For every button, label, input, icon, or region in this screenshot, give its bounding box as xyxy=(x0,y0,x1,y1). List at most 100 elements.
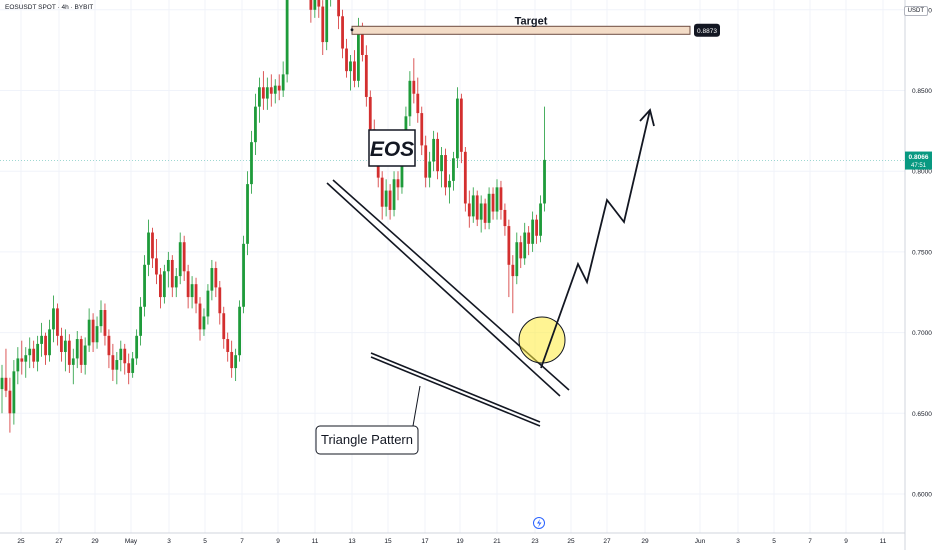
current-price-value: 0.8066 xyxy=(909,154,929,161)
candle-body xyxy=(491,193,495,212)
price-tick-label: 0.8000 xyxy=(912,169,932,176)
candle-body xyxy=(432,138,436,162)
price-tick-label: 0.7500 xyxy=(912,249,932,256)
candle-body xyxy=(269,87,273,94)
candle-body xyxy=(234,355,238,369)
candle-body xyxy=(515,242,519,277)
candle-body xyxy=(36,343,40,362)
candle-body xyxy=(388,190,392,210)
time-tick-label: 25 xyxy=(17,538,25,545)
candle-body xyxy=(246,184,249,244)
lower-trendline-a xyxy=(370,352,541,423)
candle-body xyxy=(250,142,253,185)
time-tick-label: 27 xyxy=(603,538,611,545)
breakout-highlight-circle xyxy=(518,316,566,364)
upper-trendline-a xyxy=(326,182,561,397)
candle-body xyxy=(396,179,400,188)
triangle-pattern-callout: Triangle Pattern xyxy=(315,385,421,455)
eos-title-text: EOS xyxy=(370,138,414,161)
time-tick-label: 29 xyxy=(91,538,99,545)
candle-body xyxy=(20,358,24,362)
candle-body xyxy=(436,138,439,172)
time-tick-label: 9 xyxy=(844,538,848,545)
candle-body xyxy=(147,232,150,265)
candle-body xyxy=(261,87,265,99)
candle-body xyxy=(28,348,32,356)
candle-body xyxy=(155,258,158,275)
candle-body xyxy=(119,348,123,361)
candle-body xyxy=(210,268,214,291)
candle-body xyxy=(420,113,424,146)
candle-body xyxy=(341,16,344,49)
candle-body xyxy=(238,306,241,356)
candle-body xyxy=(254,106,257,143)
candle-body xyxy=(111,355,115,370)
candle-body xyxy=(242,243,245,307)
candle-body xyxy=(380,177,384,207)
candle-body xyxy=(467,203,471,217)
candle-body xyxy=(198,303,202,330)
candle-body xyxy=(499,187,503,210)
candle-body xyxy=(139,306,142,336)
time-tick-label: 27 xyxy=(55,538,63,545)
lightning-icon[interactable] xyxy=(533,517,545,529)
candle-body xyxy=(456,98,459,159)
time-tick-label: 13 xyxy=(348,538,356,545)
candles xyxy=(0,0,546,433)
candle-body xyxy=(40,335,43,344)
candle-body xyxy=(364,54,368,97)
candle-body xyxy=(392,179,396,210)
candle-body xyxy=(230,351,234,369)
time-axis[interactable]: 25 27 29 May 3 5 7 9 11 13 15 17 19 21 23 25 27 29 Jun 3 5 7 9… xyxy=(17,538,886,545)
candle-body xyxy=(325,0,329,43)
symbol-header: EOSUSDT SPOT · 4h · BYBIT xyxy=(5,4,94,11)
candle-body xyxy=(170,259,174,288)
current-price-countdown: 47:51 xyxy=(911,163,927,169)
candle-body xyxy=(60,335,63,352)
candle-body xyxy=(337,0,340,17)
currency-badge[interactable]: USDT xyxy=(903,6,928,16)
candle-body xyxy=(503,209,507,227)
candle-body xyxy=(444,155,447,188)
candle-body xyxy=(186,271,190,298)
candle-body xyxy=(357,25,360,81)
candle-body xyxy=(353,61,356,81)
candle-body xyxy=(91,319,95,343)
candle-body xyxy=(202,316,206,330)
candle-body xyxy=(214,268,218,288)
candle-body xyxy=(115,360,119,370)
candle-body xyxy=(273,85,277,94)
time-tick-label: 5 xyxy=(772,538,776,545)
time-tick-label: 3 xyxy=(167,538,171,545)
candle-body xyxy=(206,290,210,317)
candle-body xyxy=(194,284,198,304)
candle-body xyxy=(95,326,99,343)
grid-lines xyxy=(0,0,905,533)
time-tick-label: 7 xyxy=(240,538,244,545)
target-label-1: Target xyxy=(515,15,548,27)
candle-body xyxy=(151,232,154,259)
candle-body xyxy=(543,159,546,204)
candle-body xyxy=(349,61,352,72)
candle-body xyxy=(459,98,463,152)
candle-body xyxy=(162,271,166,298)
time-tick-label: 23 xyxy=(531,538,539,545)
candle-body xyxy=(313,0,317,10)
candle-body xyxy=(52,308,55,330)
candle-body xyxy=(507,226,511,265)
price-axis[interactable]: 1.15001.10001.05001.00000.95000.90000.85… xyxy=(905,0,932,499)
candle-body xyxy=(218,287,222,314)
candle-body xyxy=(71,358,75,365)
candle-body xyxy=(535,219,538,236)
candle-body xyxy=(384,190,388,207)
candle-body xyxy=(32,348,36,362)
candle-body xyxy=(0,377,4,390)
time-tick-label: 15 xyxy=(384,538,392,545)
candle-body xyxy=(265,87,269,99)
candle-body xyxy=(127,363,131,373)
candle-body xyxy=(321,6,325,43)
candle-body xyxy=(479,203,483,220)
candle-body xyxy=(99,310,103,327)
time-tick-label: 5 xyxy=(203,538,207,545)
